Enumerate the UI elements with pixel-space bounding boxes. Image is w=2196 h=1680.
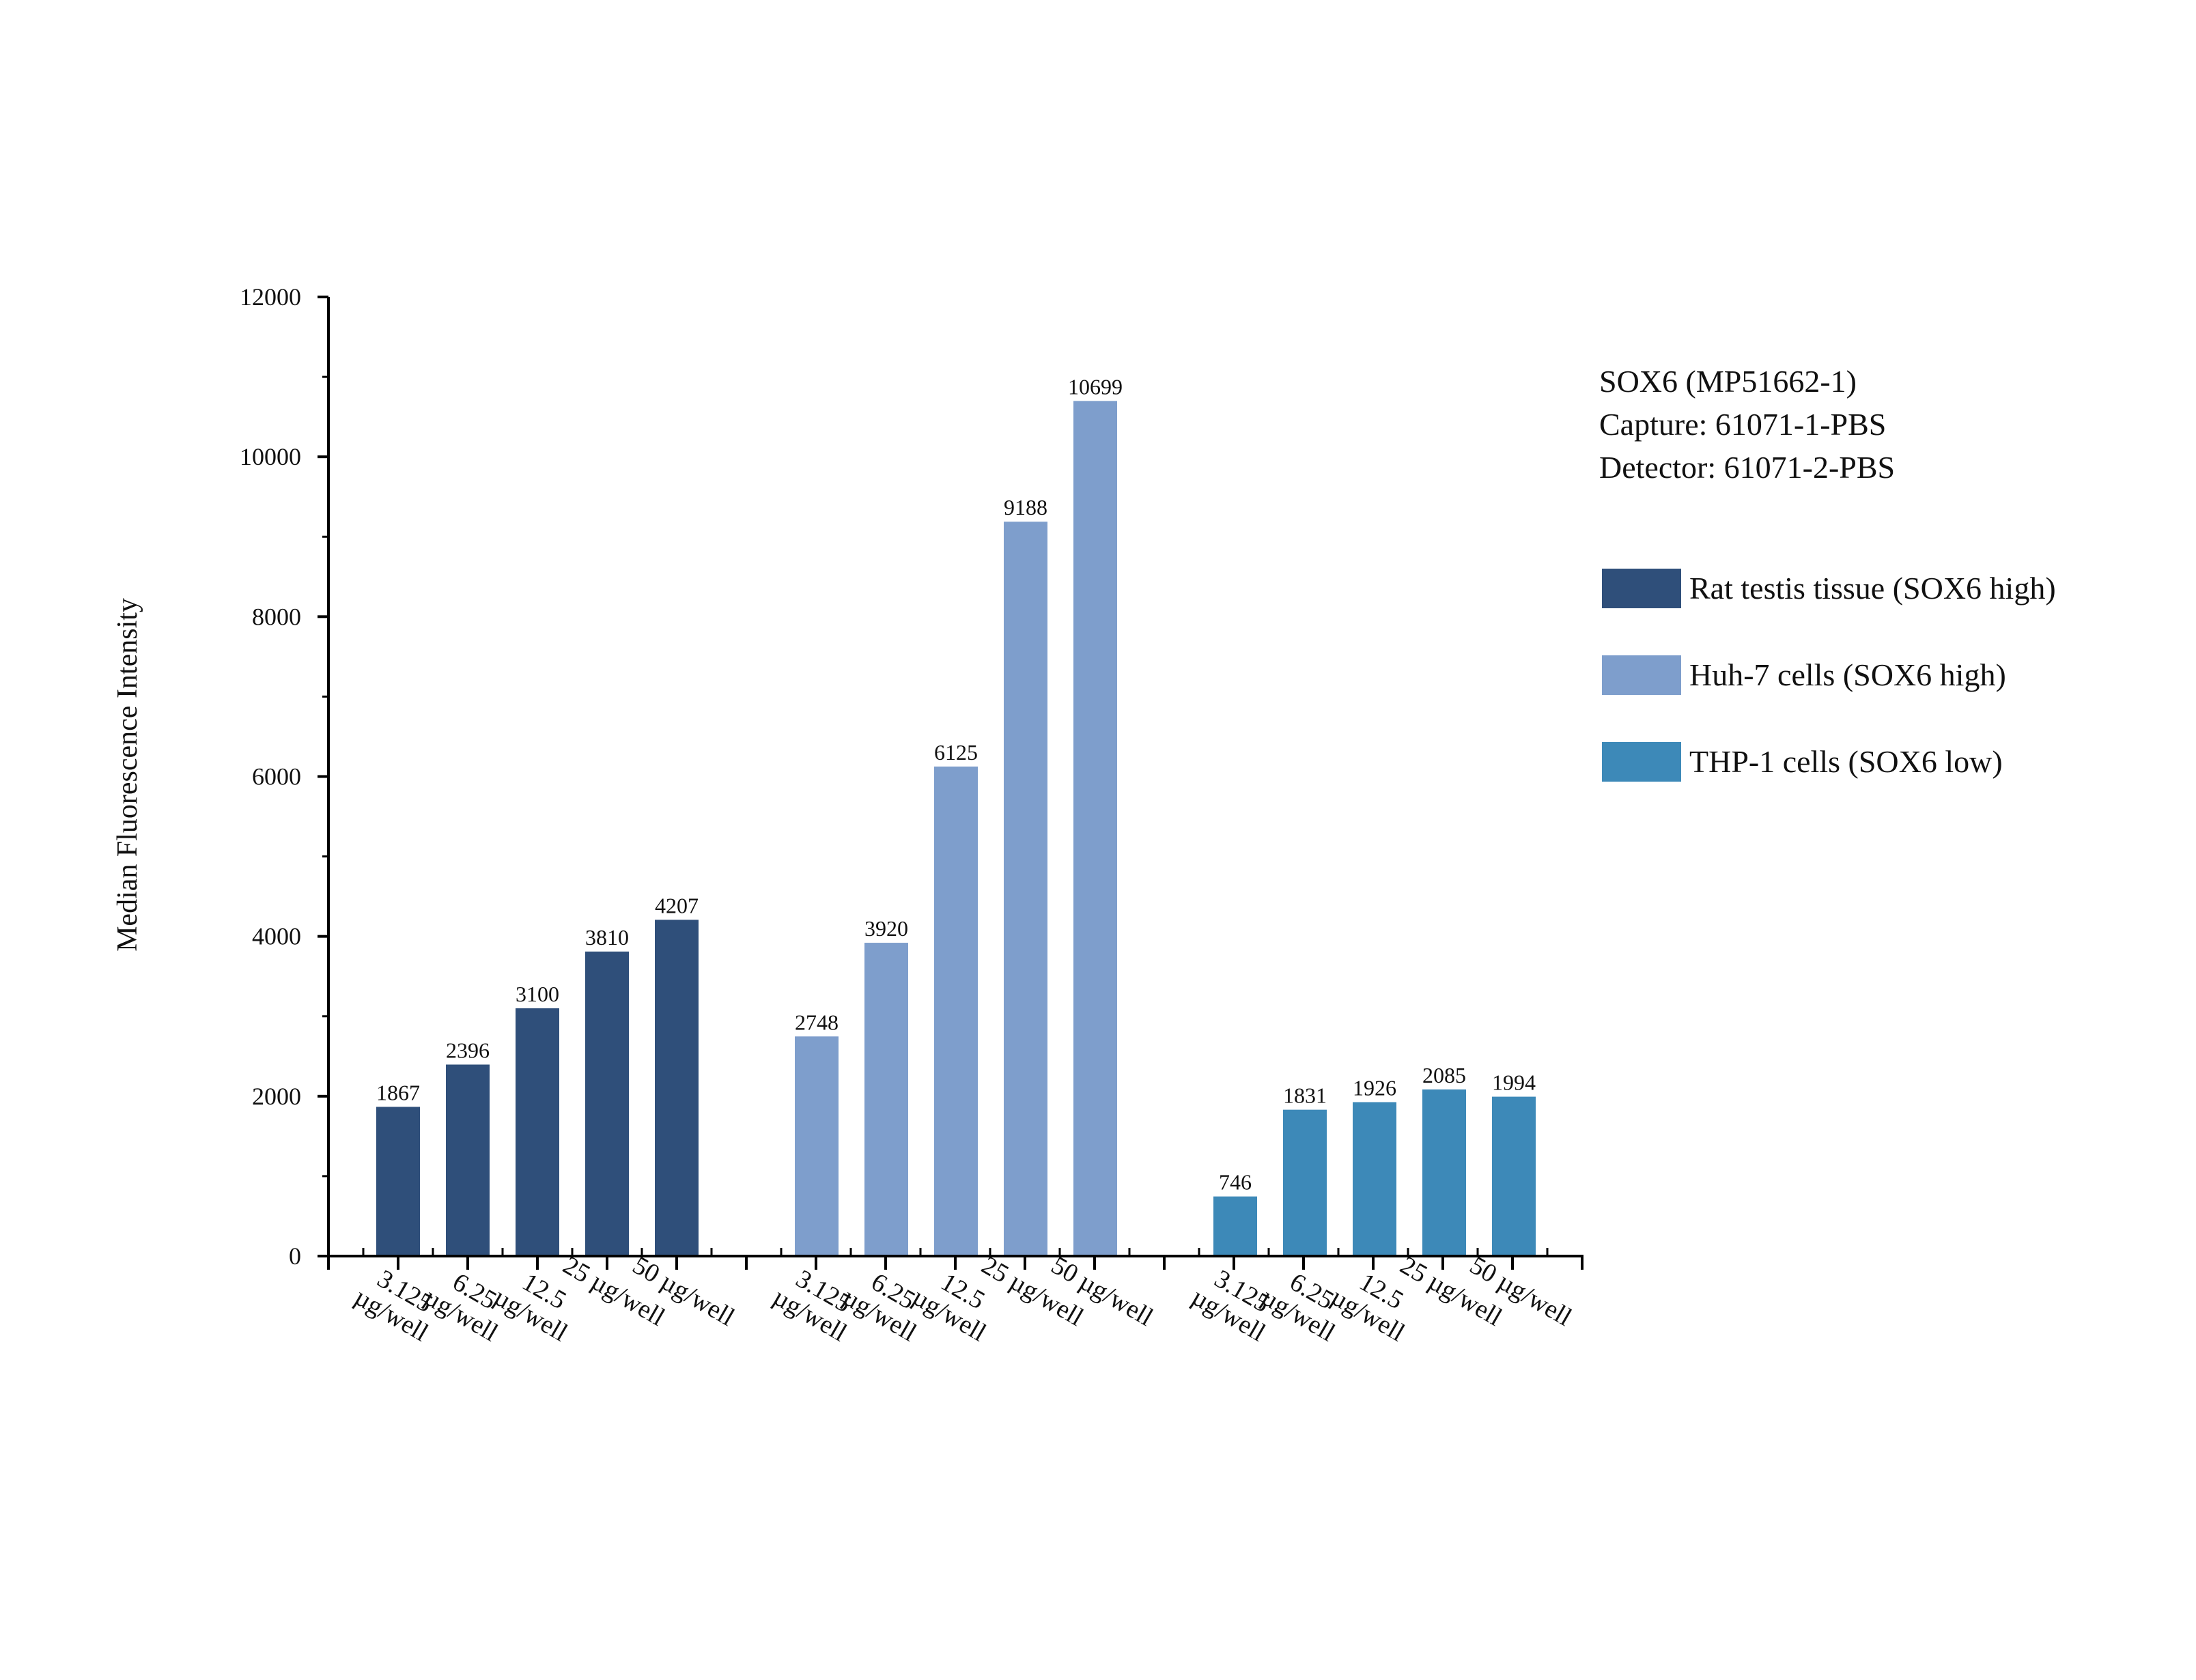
category-label-text: 12.5µg/well xyxy=(489,1259,586,1347)
data-label: 6125 xyxy=(934,740,978,765)
y-tick-label: 10000 xyxy=(240,443,301,470)
bar xyxy=(655,920,699,1256)
bar xyxy=(1213,1196,1257,1256)
data-label: 3920 xyxy=(864,916,908,941)
data-label: 9188 xyxy=(1004,495,1047,519)
y-axis-title: Median Fluorescence Intensity xyxy=(112,598,143,952)
bar xyxy=(795,1036,839,1256)
legend-swatch xyxy=(1602,569,1681,608)
legend-label: THP-1 cells (SOX6 low) xyxy=(1689,744,2003,779)
bar xyxy=(1492,1096,1536,1256)
legend-swatch xyxy=(1602,742,1681,782)
data-label: 1926 xyxy=(1353,1075,1396,1100)
info-line: Detector: 61071-2-PBS xyxy=(1599,450,1895,485)
info-line: SOX6 (MP51662-1) xyxy=(1599,364,1857,399)
y-tick-label: 6000 xyxy=(252,763,301,791)
bar xyxy=(934,766,978,1256)
data-label: 746 xyxy=(1219,1170,1252,1195)
legend: Rat testis tissue (SOX6 high) Huh-7 cells… xyxy=(1602,569,2056,782)
bar xyxy=(1004,522,1047,1257)
info-line: Capture: 61071-1-PBS xyxy=(1599,407,1886,442)
data-label: 1831 xyxy=(1283,1083,1327,1108)
y-tick-label: 8000 xyxy=(252,603,301,630)
bar xyxy=(864,943,908,1256)
category-label: 12.5µg/well xyxy=(489,1259,586,1348)
y-tick-label: 0 xyxy=(289,1242,301,1270)
y-tick-label: 12000 xyxy=(240,283,301,311)
bar xyxy=(376,1107,420,1256)
data-label: 10699 xyxy=(1068,374,1123,399)
bar xyxy=(1422,1089,1466,1256)
bar xyxy=(1073,401,1117,1256)
bar xyxy=(516,1008,559,1256)
bar xyxy=(446,1064,490,1256)
data-label: 1867 xyxy=(376,1080,420,1105)
data-label: 2748 xyxy=(795,1010,839,1034)
legend-swatch xyxy=(1602,655,1681,695)
data-label: 1994 xyxy=(1492,1070,1536,1095)
data-label: 2396 xyxy=(446,1038,490,1062)
data-label: 3810 xyxy=(585,925,629,950)
bars-layer: 1867 2396 3100 3810 4207 2748 3920 6125 9188 1069… xyxy=(376,374,1536,1257)
data-label: 3100 xyxy=(516,982,559,1006)
data-label: 4207 xyxy=(655,893,699,917)
y-tick-label: 4000 xyxy=(252,923,301,950)
data-label: 2085 xyxy=(1422,1063,1466,1087)
bar xyxy=(1283,1109,1327,1256)
legend-label: Huh-7 cells (SOX6 high) xyxy=(1689,657,2006,692)
y-tick-label: 2000 xyxy=(252,1083,301,1110)
bar xyxy=(1353,1102,1396,1256)
chart-info: SOX6 (MP51662-1) Capture: 61071-1-PBS Dete… xyxy=(1599,364,1895,485)
bar xyxy=(585,951,629,1256)
legend-label: Rat testis tissue (SOX6 high) xyxy=(1689,571,2056,606)
